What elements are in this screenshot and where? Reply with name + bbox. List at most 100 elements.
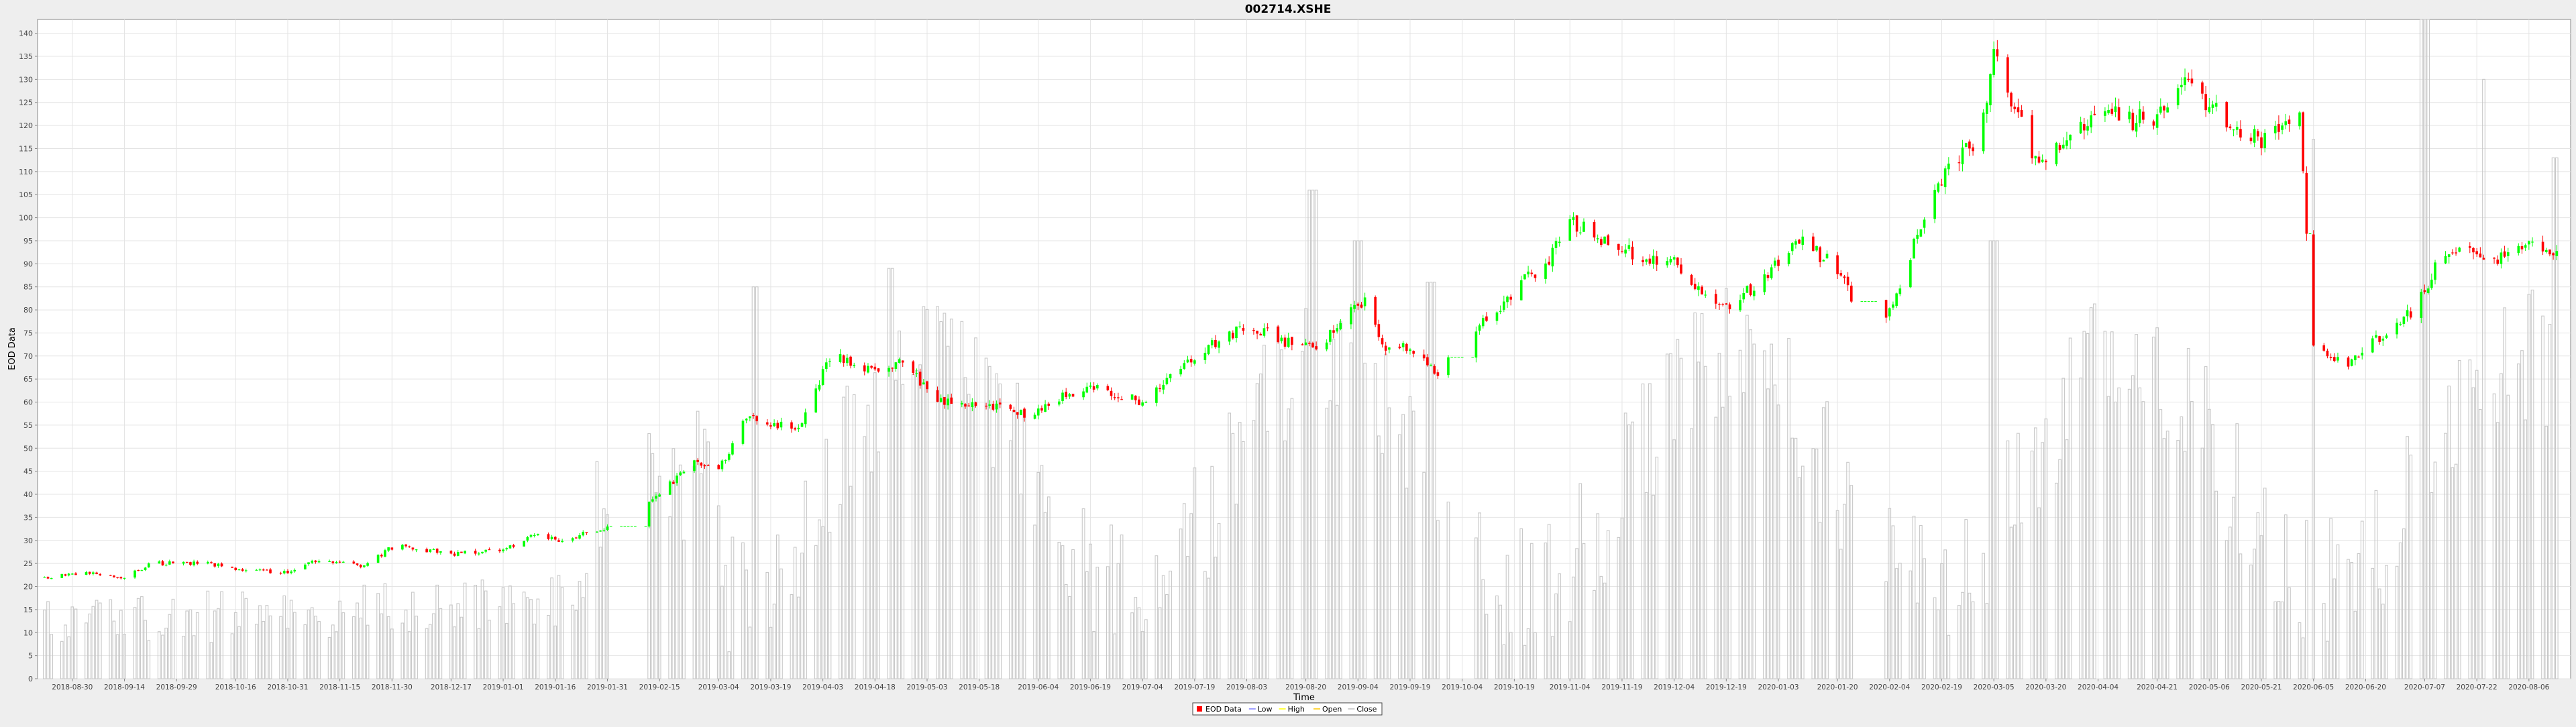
- volume-bar: [1665, 353, 1669, 679]
- volume-bar: [2457, 359, 2461, 679]
- candle-body: [964, 404, 967, 407]
- candle-body: [1503, 301, 1505, 310]
- candle-body: [991, 403, 995, 410]
- volume-bar: [1081, 508, 1085, 679]
- candle-body: [1353, 304, 1356, 309]
- volume-bar: [2256, 512, 2260, 679]
- candle-body: [2086, 126, 2089, 131]
- volume-bar: [1377, 435, 1381, 679]
- candle-body: [1009, 404, 1012, 409]
- candle-body: [606, 526, 609, 530]
- volume-bar: [147, 640, 151, 679]
- y-tick-label: 140: [19, 30, 33, 38]
- candle-body: [2544, 249, 2548, 252]
- volume-bar: [220, 591, 223, 679]
- candle-body: [2163, 106, 2165, 111]
- candle-body: [731, 443, 734, 455]
- volume-bar: [2444, 433, 2447, 679]
- volume-bar: [724, 565, 727, 679]
- volume-bar: [852, 394, 856, 679]
- y-tick-label: 100: [19, 214, 33, 223]
- volume-bar: [307, 610, 311, 679]
- volume-bar: [1203, 571, 1207, 679]
- volume-bar: [2381, 604, 2385, 679]
- volume-bar: [2131, 375, 2135, 679]
- candle-body: [1058, 401, 1061, 405]
- x-tick-label: 2020-08-06: [2508, 683, 2549, 691]
- candle-body: [2180, 85, 2183, 88]
- candle-body: [867, 366, 869, 373]
- y-tick-label: 5: [28, 652, 33, 661]
- volume-bar: [894, 380, 898, 679]
- candle-body: [1210, 340, 1214, 345]
- volume-bar: [529, 599, 533, 679]
- candle-body: [2201, 82, 2204, 94]
- volume-bar: [2009, 526, 2013, 679]
- candle-body: [863, 365, 866, 372]
- volume-bar: [967, 394, 971, 679]
- volume-bar: [1697, 361, 1701, 679]
- candle-body: [1266, 327, 1269, 329]
- volume-bar: [1165, 594, 1169, 679]
- volume-bar: [1703, 366, 1707, 679]
- candle-body: [193, 561, 195, 565]
- candle-body: [1169, 374, 1172, 379]
- candle-body: [307, 562, 310, 565]
- candle-body: [1232, 333, 1234, 339]
- candle-body: [1593, 221, 1596, 238]
- volume-bar: [2041, 442, 2045, 679]
- candle-body: [765, 422, 769, 425]
- volume-bar: [1995, 240, 1999, 679]
- candle-body: [2444, 256, 2447, 264]
- volume-bar: [1770, 343, 1774, 679]
- candle-body: [262, 569, 265, 571]
- candle-body: [2176, 88, 2180, 105]
- candle-body: [2326, 350, 2329, 357]
- candle-body: [2500, 252, 2503, 264]
- candle-body: [693, 460, 696, 471]
- candle-body: [2312, 234, 2315, 346]
- candle-body: [1016, 412, 1019, 415]
- volume-bar: [439, 608, 443, 679]
- candle-body: [1819, 247, 1821, 262]
- candle-body: [1940, 184, 1943, 186]
- candle-body: [2350, 359, 2353, 366]
- volume-bar: [824, 439, 828, 679]
- candle-body: [898, 359, 901, 364]
- volume-bar: [1721, 406, 1725, 679]
- candle-body: [1263, 328, 1266, 336]
- candle-body: [1884, 300, 1888, 318]
- candle-body: [2337, 357, 2339, 361]
- volume-bar: [1811, 448, 1815, 679]
- candle-body: [849, 356, 852, 366]
- volume-bar: [1266, 431, 1269, 679]
- volume-bar: [415, 616, 418, 679]
- volume-bar: [1790, 437, 1794, 679]
- volume-bar: [1815, 449, 1819, 679]
- volume-bar: [1279, 349, 1283, 679]
- volume-bar: [780, 568, 783, 679]
- volume-bar: [1988, 240, 1992, 679]
- candle-body: [998, 402, 1002, 405]
- x-tick-label: 2020-07-22: [2457, 683, 2498, 691]
- volume-bar: [533, 623, 537, 679]
- volume-bar: [262, 621, 266, 679]
- volume-bar: [1919, 524, 1923, 679]
- volume-bar: [2419, 19, 2423, 679]
- volume-bar: [317, 621, 321, 679]
- volume-bar: [168, 614, 172, 679]
- candle-body: [1631, 246, 1634, 260]
- legend: EOD Data Low High Open Close: [1192, 702, 1383, 716]
- volume-bar: [1092, 630, 1095, 679]
- candle-body: [773, 423, 775, 427]
- y-tick-label: 95: [23, 237, 33, 245]
- volume-bar: [849, 486, 853, 679]
- volume-bar: [1526, 628, 1530, 679]
- volume-bar: [504, 623, 508, 679]
- candle-body: [380, 555, 383, 557]
- volume-bar: [512, 603, 515, 679]
- candle-body: [2302, 112, 2304, 172]
- volume-bar: [751, 286, 755, 679]
- volume-bar: [1328, 400, 1332, 679]
